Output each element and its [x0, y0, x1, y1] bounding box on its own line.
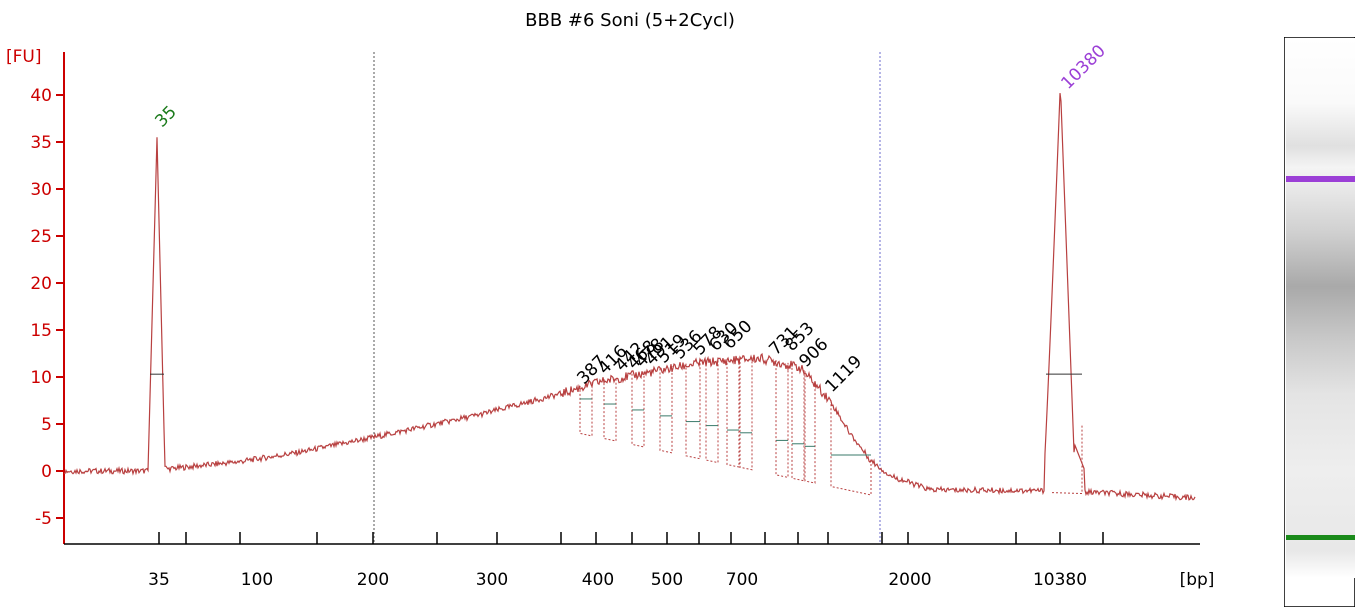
electropherogram-chart: -5 0 5 10 15 20 25 30 35 40 [FU] 35 100 200 300 400 500 7… — [6, 41, 1214, 590]
peak-region — [579, 382, 593, 437]
peak-label: 1119 — [821, 352, 866, 397]
x-tick-label: 200 — [357, 570, 389, 590]
peak-region — [705, 359, 719, 464]
y-tick-label: 15 — [30, 321, 52, 341]
gel-lane — [1284, 37, 1355, 607]
peak-region — [603, 376, 617, 442]
signal-trace — [63, 93, 1196, 502]
x-tick-label: 10380 — [1033, 570, 1087, 590]
peak-region — [775, 360, 789, 479]
peak-region — [804, 371, 816, 484]
peak-region — [739, 356, 753, 471]
marker-region-outline — [1051, 424, 1083, 495]
peak-region — [659, 366, 673, 454]
y-tick-label: -5 — [35, 509, 52, 529]
x-axis-label: [bp] — [1180, 570, 1215, 590]
x-tick-label: 35 — [148, 570, 170, 590]
x-tick-label: 300 — [476, 570, 508, 590]
peak-region — [791, 363, 805, 482]
marker-peak-label: 35 — [151, 102, 180, 131]
y-tick-label: 20 — [30, 274, 52, 294]
y-tick-label: 5 — [41, 415, 52, 435]
x-tick-label: 700 — [726, 570, 758, 590]
peak-region — [726, 357, 740, 468]
trace-layer — [63, 93, 1196, 502]
x-tick-label: 100 — [241, 570, 273, 590]
gel-smear — [1286, 38, 1355, 578]
y-tick-label: 25 — [30, 227, 52, 247]
y-tick-label: 35 — [30, 133, 52, 153]
x-tick-label: 500 — [651, 570, 683, 590]
labels-layer: 3510380387416442468478491519536578630650… — [151, 41, 1109, 396]
x-tick-label: 400 — [582, 570, 614, 590]
gel-lower-marker-band — [1286, 535, 1355, 540]
chart-title: BBB #6 Soni (5+2Cycl) — [525, 10, 735, 31]
x-tick-label: 2000 — [888, 570, 931, 590]
y-tick-label: 10 — [30, 368, 52, 388]
gel-upper-marker-band — [1286, 176, 1355, 182]
peak-region — [685, 361, 701, 460]
y-axis-label: [FU] — [6, 47, 42, 67]
y-tick-label: 30 — [30, 180, 52, 200]
axes: -5 0 5 10 15 20 25 30 35 40 [FU] 35 100 200 300 400 500 7… — [6, 47, 1214, 590]
peak-region — [631, 371, 645, 448]
marker-peak-label: 10380 — [1057, 41, 1109, 93]
peak-region — [830, 400, 872, 496]
y-tick-label: 40 — [30, 86, 52, 106]
y-tick-label: 0 — [41, 462, 52, 482]
